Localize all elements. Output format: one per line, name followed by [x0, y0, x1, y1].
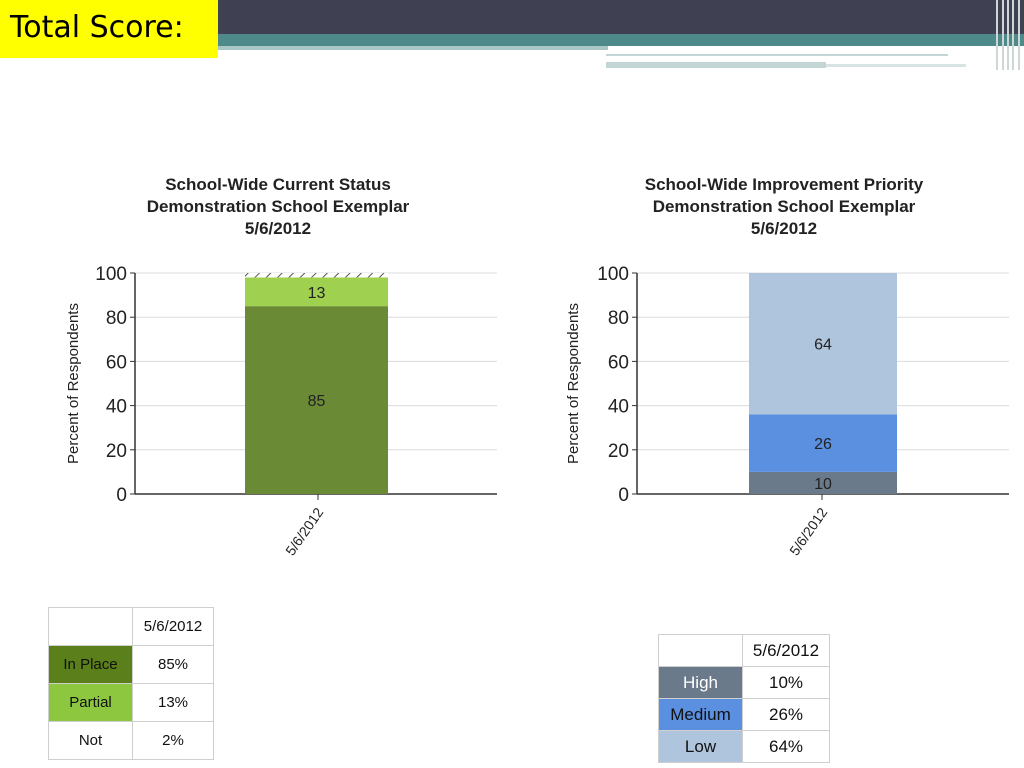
header-accent-line: [606, 54, 948, 56]
header-accent-line: [218, 46, 608, 50]
table-row-label: In Place: [48, 645, 133, 684]
table-row-value: 2%: [132, 721, 214, 760]
chart-subtitle: Demonstration School Exemplar: [146, 197, 410, 216]
y-axis-label: Percent of Respondents: [65, 303, 82, 464]
y-tick-label: 40: [106, 397, 127, 418]
header-stripes: [992, 0, 1024, 70]
bar-value-label: 10: [814, 476, 832, 493]
y-tick-label: 0: [618, 485, 629, 506]
table-row-value: 10%: [742, 666, 830, 699]
chart-subtitle: Demonstration School Exemplar: [652, 197, 916, 216]
bar-segment-partial: [245, 277, 388, 307]
table-row-label: Not: [48, 721, 133, 760]
y-tick-label: 60: [106, 352, 127, 373]
table-row: Not 2%: [48, 721, 214, 760]
improvement-priority-chart: 0 20 40 60 80 100 Percent of Respondents 10 26 64…: [565, 264, 1009, 558]
bar-value-label: 26: [814, 436, 832, 453]
table-row-label: Medium: [658, 698, 743, 731]
x-tick-label: 5/6/2012: [786, 504, 830, 558]
table-row-value: 13%: [132, 683, 214, 722]
y-tick-label: 100: [597, 264, 629, 285]
table-row-value: 26%: [742, 698, 830, 731]
table-row-value: 64%: [742, 730, 830, 763]
bar-value-label: 85: [308, 393, 326, 410]
y-tick-label: 40: [608, 397, 629, 418]
slide-title: Total Score:: [0, 0, 218, 58]
y-tick-label: 80: [608, 308, 629, 329]
bar-segment-not: [245, 273, 388, 278]
bar-segment-low: [749, 273, 897, 415]
y-tick-label: 20: [608, 441, 629, 462]
table-row-label: Low: [658, 730, 743, 763]
table-row: Medium 26%: [658, 698, 830, 731]
chart-date: 5/6/2012: [750, 219, 818, 238]
improvement-priority-table: 5/6/2012 High 10% Medium 26% Low 64%: [658, 634, 830, 763]
chart-title-improvement-priority: School-Wide Improvement Priority Demonst…: [604, 174, 964, 240]
bar-segment-high: [749, 471, 897, 494]
table-row: Partial 13%: [48, 683, 214, 722]
y-tick-label: 0: [116, 485, 127, 506]
y-tick-label: 100: [95, 264, 127, 285]
y-tick-label: 80: [106, 308, 127, 329]
table-header-cell: 5/6/2012: [742, 634, 830, 667]
y-axis-label: Percent of Respondents: [565, 303, 582, 464]
bar-segment-in-place: [245, 306, 388, 494]
table-row-label: Partial: [48, 683, 133, 722]
header-accent-bar: [218, 34, 1024, 46]
header-accent-line: [606, 62, 826, 68]
table-row-value: 85%: [132, 645, 214, 684]
chart-title-current-status: School-Wide Current Status Demonstration…: [98, 174, 458, 240]
table-row: High 10%: [658, 666, 830, 699]
bar-value-label: 13: [308, 285, 326, 302]
chart-date: 5/6/2012: [244, 219, 312, 238]
bar-segment-medium: [749, 414, 897, 472]
table-corner-cell: [658, 634, 743, 667]
current-status-table: 5/6/2012 In Place 85% Partial 13% Not 2%: [48, 607, 214, 760]
y-tick-label: 60: [608, 352, 629, 373]
y-tick-label: 20: [106, 441, 127, 462]
table-corner-cell: [48, 607, 133, 646]
table-row: Low 64%: [658, 730, 830, 763]
header-accent-line: [826, 64, 966, 67]
bar-value-label: 64: [814, 337, 832, 354]
table-header-cell: 5/6/2012: [132, 607, 214, 646]
table-row: In Place 85%: [48, 645, 214, 684]
chart-title-line: School-Wide Improvement Priority: [644, 175, 924, 194]
table-row-label: High: [658, 666, 743, 699]
chart-title-line: School-Wide Current Status: [165, 175, 391, 194]
